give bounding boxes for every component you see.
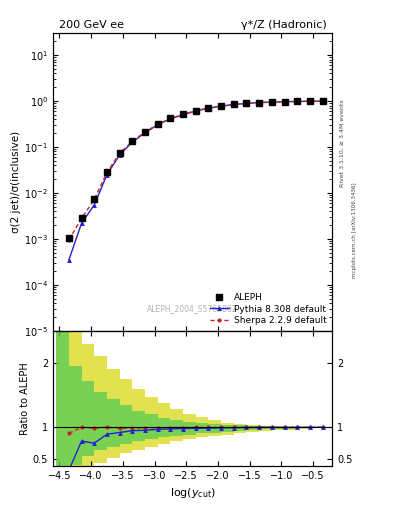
Text: γ*/Z (Hadronic): γ*/Z (Hadronic) [241, 20, 327, 30]
Legend: ALEPH, Pythia 8.308 default, Sherpa 2.2.9 default: ALEPH, Pythia 8.308 default, Sherpa 2.2.… [206, 289, 330, 329]
Y-axis label: σ(2 jet)/σ(inclusive): σ(2 jet)/σ(inclusive) [11, 131, 21, 233]
Text: Rivet 3.1.10, ≥ 3.4M events: Rivet 3.1.10, ≥ 3.4M events [340, 99, 345, 187]
Y-axis label: Ratio to ALEPH: Ratio to ALEPH [20, 362, 30, 435]
Text: 200 GeV ee: 200 GeV ee [59, 20, 124, 30]
Text: ALEPH_2004_S5765862: ALEPH_2004_S5765862 [147, 304, 238, 313]
X-axis label: $\log(y_\mathrm{cut})$: $\log(y_\mathrm{cut})$ [170, 486, 215, 500]
Text: mcplots.cern.ch [arXiv:1306.3436]: mcplots.cern.ch [arXiv:1306.3436] [352, 183, 357, 278]
